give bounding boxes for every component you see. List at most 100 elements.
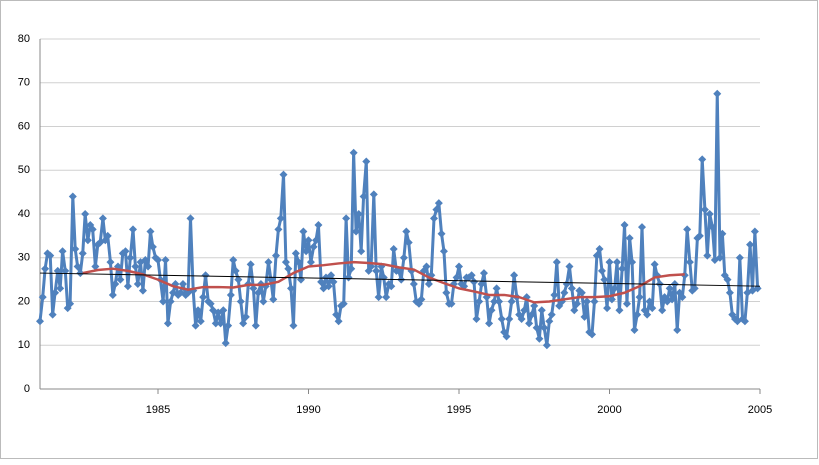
data-point: [698, 155, 707, 164]
data-point: [665, 284, 674, 293]
data-point: [221, 339, 230, 348]
data-point: [715, 253, 724, 262]
data-point: [565, 262, 574, 271]
data-point: [422, 262, 431, 271]
data-point: [103, 231, 112, 240]
data-point: [163, 319, 172, 328]
x-tick-label: 2005: [748, 404, 772, 416]
data-point: [570, 306, 579, 315]
data-point: [306, 258, 315, 267]
data-point: [622, 299, 631, 308]
data-point: [66, 299, 75, 308]
data-point: [560, 288, 569, 297]
data-point: [276, 214, 285, 223]
data-point: [502, 332, 511, 341]
data-point: [700, 205, 709, 214]
data-point: [329, 277, 338, 286]
data-point: [588, 330, 597, 339]
data-point: [111, 280, 120, 288]
y-tick-label: 80: [18, 33, 30, 45]
data-point: [592, 251, 601, 260]
data-point: [430, 214, 439, 223]
data-point: [194, 306, 203, 315]
data-point: [241, 312, 250, 321]
data-point: [48, 310, 57, 319]
data-point: [439, 247, 448, 256]
data-point: [650, 260, 659, 269]
data-point: [537, 306, 546, 315]
data-point: [274, 225, 283, 234]
series-line: [39, 272, 761, 287]
data-point: [625, 234, 634, 243]
data-point: [750, 227, 759, 236]
data-point: [342, 214, 351, 223]
data-point: [369, 190, 378, 199]
data-point: [424, 280, 433, 288]
y-tick-label: 40: [18, 208, 30, 220]
data-point: [312, 236, 321, 245]
data-point: [249, 284, 258, 293]
data-point: [572, 299, 581, 308]
data-point: [597, 266, 606, 275]
data-point: [349, 148, 358, 157]
y-tick-label: 70: [18, 77, 30, 89]
data-point: [216, 319, 225, 328]
data-point: [141, 255, 150, 264]
data-point: [454, 262, 463, 271]
y-tick-label: 60: [18, 120, 30, 132]
data-point: [239, 319, 248, 328]
data-point: [116, 275, 125, 284]
data-point: [196, 317, 205, 326]
data-point: [374, 293, 383, 302]
data-point: [108, 290, 117, 299]
data-point: [339, 299, 348, 308]
data-point: [567, 284, 576, 293]
data-point: [718, 229, 727, 238]
data-point: [153, 255, 162, 264]
data-point: [291, 249, 300, 258]
data-point: [362, 157, 371, 166]
data-point: [123, 282, 132, 291]
data-point: [344, 273, 353, 282]
data-point: [703, 251, 712, 260]
data-point: [695, 231, 704, 240]
data-point: [613, 258, 622, 267]
data-point: [492, 284, 501, 293]
data-point: [259, 297, 268, 306]
data-point: [723, 275, 732, 284]
data-point: [73, 262, 82, 271]
data-point: [148, 242, 157, 251]
data-point: [525, 319, 534, 328]
data-point: [610, 284, 619, 293]
data-point: [254, 288, 263, 297]
data-point: [281, 258, 290, 267]
data-point: [437, 229, 446, 238]
data-point: [740, 317, 749, 326]
data-point: [314, 220, 323, 229]
data-point: [705, 210, 714, 218]
data-point: [372, 266, 381, 275]
data-point: [708, 223, 717, 232]
data-point: [224, 321, 233, 330]
data-point: [630, 325, 639, 334]
data-point: [685, 258, 694, 267]
y-tick-label: 20: [18, 295, 30, 307]
data-point: [505, 315, 514, 323]
data-point: [138, 286, 147, 295]
y-tick-label: 30: [18, 252, 30, 264]
data-point: [159, 297, 168, 306]
data-point: [477, 280, 486, 288]
data-point: [530, 301, 539, 310]
data-point: [595, 245, 604, 253]
data-point: [683, 225, 692, 234]
data-point: [357, 247, 366, 256]
data-point: [442, 288, 451, 297]
data-point: [467, 271, 476, 280]
data-point: [36, 317, 44, 326]
data-point: [91, 262, 100, 271]
data-point: [211, 319, 220, 328]
data-point: [545, 317, 554, 326]
data-point: [309, 242, 318, 251]
